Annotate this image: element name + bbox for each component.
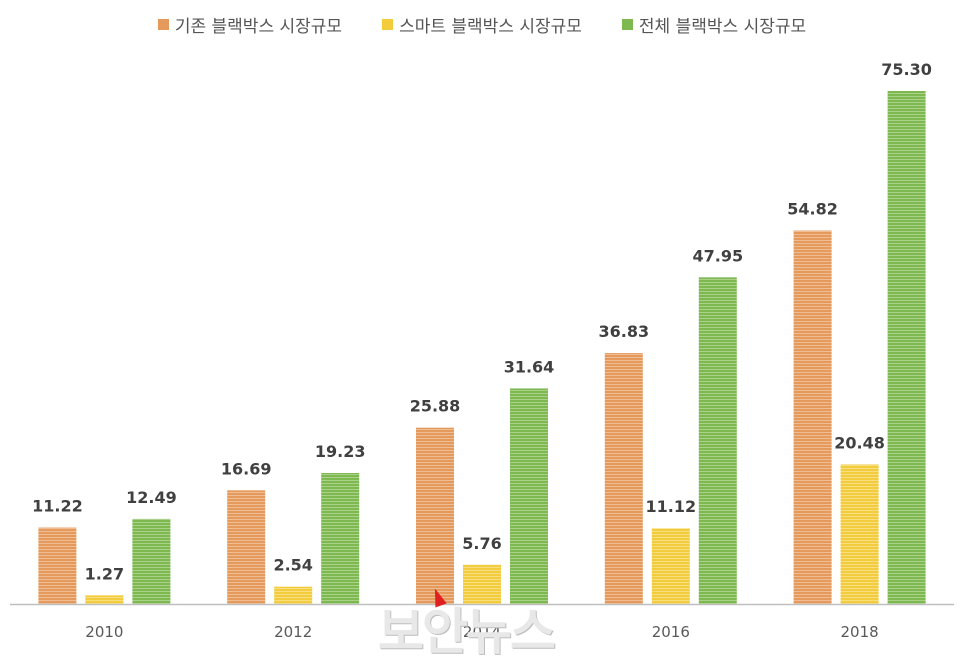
data-label-2014-series-0: 25.88 — [410, 397, 461, 416]
bar-2018-series-1 — [840, 464, 879, 604]
x-tick-label-2016: 2016 — [652, 623, 690, 641]
legend-label-existing: 기존 블랙박스 시장규모 — [174, 17, 343, 37]
bar-2010-series-0 — [38, 527, 77, 604]
bar-2018-series-2 — [887, 91, 926, 604]
legend-swatch-smart — [382, 19, 394, 30]
legend-label-total: 전체 블랙박스 시장규모 — [638, 17, 807, 37]
bar-2016-series-2 — [698, 277, 737, 604]
legend-label-smart: 스마트 블랙박스 시장규모 — [399, 17, 582, 37]
bars-group — [38, 91, 926, 605]
x-tick-label-2014: 2014 — [463, 623, 501, 641]
legend-swatch-total — [621, 19, 633, 30]
bar-2012-series-1 — [274, 586, 313, 604]
data-label-2012-series-0: 16.69 — [221, 459, 272, 478]
bar-2014-series-0 — [416, 427, 454, 604]
data-label-2018-series-0: 54.82 — [787, 200, 838, 219]
data-label-2010-series-1: 1.27 — [85, 564, 124, 583]
data-label-2010-series-0: 11.22 — [32, 497, 83, 516]
x-tick-label-2012: 2012 — [274, 623, 312, 641]
legend-item-smart: 스마트 블랙박스 시장규모 — [382, 12, 582, 37]
data-label-2018-series-1: 20.48 — [834, 433, 885, 452]
bar-2018-series-0 — [793, 230, 832, 605]
data-label-2012-series-2: 19.23 — [315, 442, 366, 461]
legend-item-existing: 기존 블랙박스 시장규모 — [157, 12, 343, 37]
x-tick-label-2018: 2018 — [841, 623, 879, 641]
bar-2012-series-2 — [321, 472, 360, 604]
data-label-2018-series-2: 75.30 — [881, 60, 932, 79]
bar-2012-series-0 — [227, 490, 266, 604]
legend-swatch-existing — [157, 19, 169, 30]
x-tick-labels: 2010 2012 2014 2016 2018 — [85, 623, 878, 641]
bar-2014-series-2 — [510, 388, 548, 604]
data-label-2016-series-1: 11.12 — [645, 497, 696, 516]
data-label-2014-series-2: 31.64 — [504, 357, 555, 376]
bar-2010-series-1 — [85, 595, 124, 604]
data-label-2010-series-2: 12.49 — [126, 488, 177, 507]
bar-2010-series-2 — [132, 518, 171, 604]
legend-item-total: 전체 블랙박스 시장규모 — [621, 12, 807, 37]
data-label-2016-series-2: 47.95 — [692, 246, 743, 265]
bar-2014-series-1 — [463, 564, 501, 604]
bar-2016-series-0 — [604, 353, 643, 604]
watermark-logo: 보안뉴스 — [378, 603, 556, 661]
x-tick-label-2010: 2010 — [85, 623, 123, 641]
data-label-2012-series-1: 2.54 — [273, 556, 312, 575]
bar-2016-series-1 — [651, 528, 690, 604]
data-labels: 11.22 1.27 12.49 16.69 2.54 19.23 25.88 5.76 31.… — [32, 60, 932, 583]
legend: 기존 블랙박스 시장규모 스마트 블랙박스 시장규모 전체 블랙박스 시장규모 — [0, 12, 964, 37]
data-label-2016-series-0: 36.83 — [598, 322, 649, 341]
data-label-2014-series-1: 5.76 — [462, 534, 501, 553]
